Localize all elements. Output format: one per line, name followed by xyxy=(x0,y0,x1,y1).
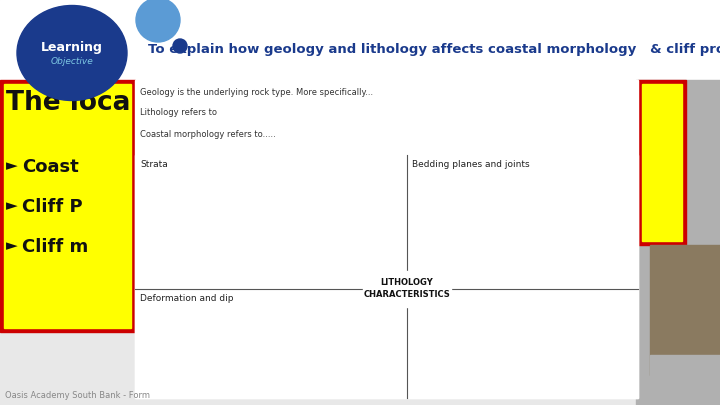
Text: Geology is the underlying rock type. More specifically...: Geology is the underlying rock type. Mor… xyxy=(140,88,373,97)
Text: ►: ► xyxy=(6,198,18,213)
Text: Faults: Faults xyxy=(412,294,438,303)
Text: Lithology refers to: Lithology refers to xyxy=(140,108,217,117)
Circle shape xyxy=(136,0,180,42)
Bar xyxy=(650,355,720,400)
Text: Coast: Coast xyxy=(22,158,78,176)
Circle shape xyxy=(173,39,187,53)
Bar xyxy=(636,80,720,405)
Bar xyxy=(0,0,720,82)
Text: Oasis Academy South Bank - Form: Oasis Academy South Bank - Form xyxy=(5,391,150,400)
Text: To explain how geology and lithology affects coastal morphology   & cliff profil: To explain how geology and lithology aff… xyxy=(148,43,720,57)
Bar xyxy=(638,80,686,245)
Text: Deformation and dip: Deformation and dip xyxy=(140,294,233,303)
Bar xyxy=(135,80,638,398)
Bar xyxy=(135,155,638,398)
Text: Strata: Strata xyxy=(140,160,168,169)
Text: Objective: Objective xyxy=(50,57,94,66)
Text: ►: ► xyxy=(6,238,18,253)
Bar xyxy=(363,271,451,307)
Text: Coastal morphology refers to.....: Coastal morphology refers to..... xyxy=(140,130,276,139)
Text: LITHOLOGY
CHARACTERISTICS: LITHOLOGY CHARACTERISTICS xyxy=(364,278,450,299)
Text: The loca: The loca xyxy=(6,90,130,116)
Text: Cliff m: Cliff m xyxy=(22,238,89,256)
Bar xyxy=(650,245,720,375)
Text: Bedding planes and joints: Bedding planes and joints xyxy=(412,160,529,169)
Ellipse shape xyxy=(17,6,127,100)
Bar xyxy=(642,84,682,241)
Text: Learning: Learning xyxy=(41,40,103,53)
Text: ►: ► xyxy=(6,158,18,173)
Bar xyxy=(4,84,131,328)
Text: Cliff P: Cliff P xyxy=(22,198,83,216)
Bar xyxy=(0,80,135,332)
